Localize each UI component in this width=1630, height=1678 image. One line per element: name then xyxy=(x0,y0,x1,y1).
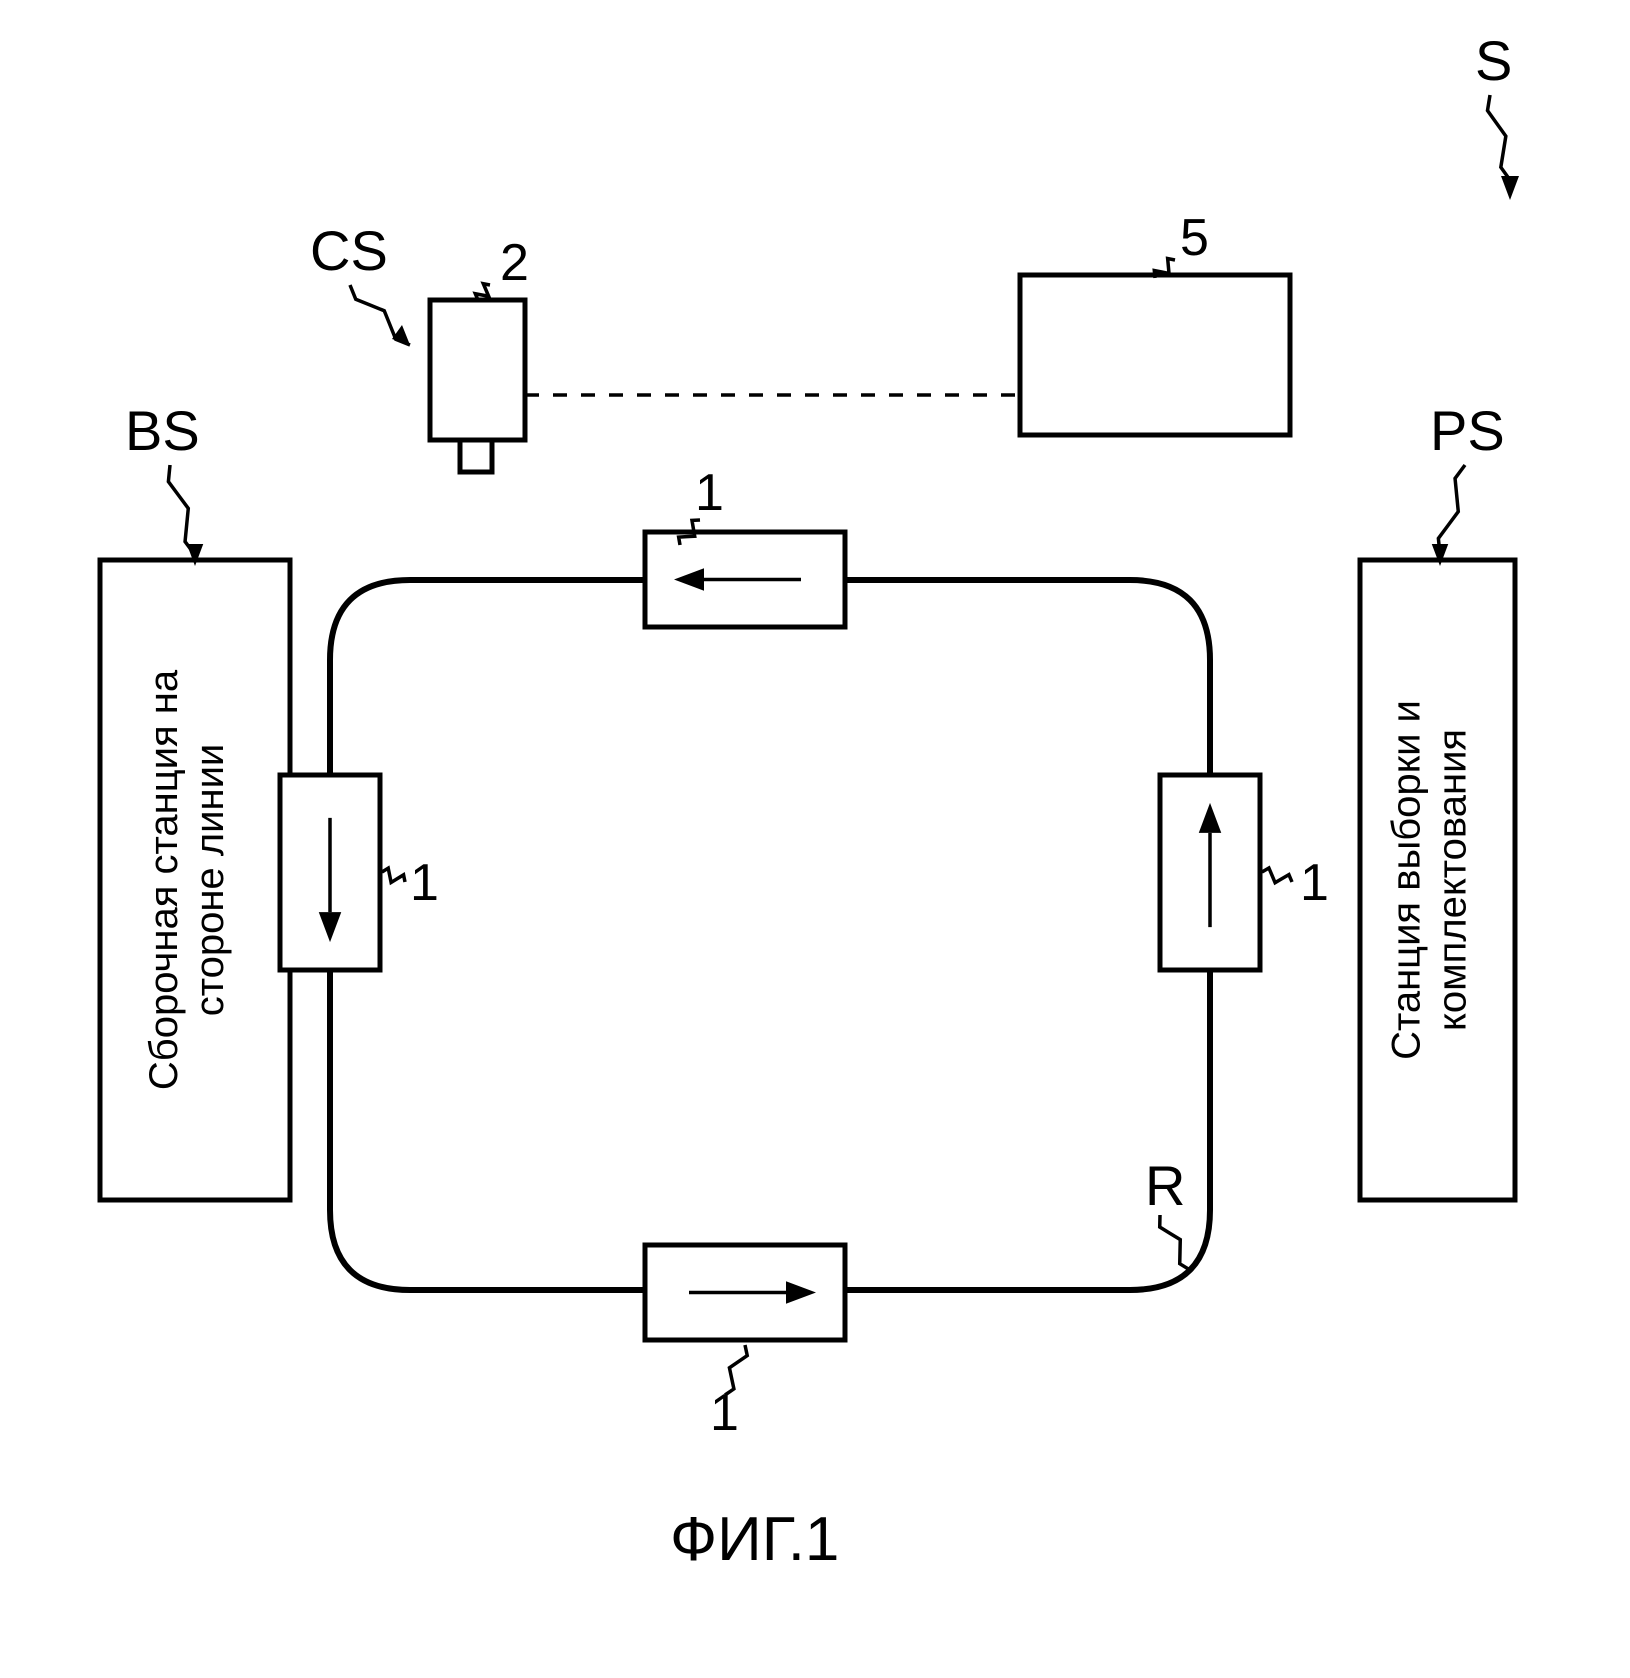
figure-label: ФИГ.1 xyxy=(670,1505,839,1574)
leader-squiggle xyxy=(1438,465,1465,555)
label-PS: PS xyxy=(1430,399,1505,462)
label-1-right: 1 xyxy=(1300,854,1329,912)
leader-squiggle xyxy=(382,868,405,882)
box-5 xyxy=(1020,275,1290,435)
loop-track xyxy=(330,580,1210,1290)
cs2-box xyxy=(430,300,525,440)
label-CS: CS xyxy=(310,219,388,282)
ps-station-text-line1: Станция выборки и xyxy=(1385,700,1429,1060)
bs-station-text-line2: стороне линии xyxy=(188,744,232,1017)
label-1-left: 1 xyxy=(410,854,439,912)
label-S: S xyxy=(1475,29,1512,92)
label-2: 2 xyxy=(500,234,529,292)
arrowhead xyxy=(1501,176,1519,200)
leader-squiggle xyxy=(1160,1215,1190,1270)
leader-squiggle xyxy=(1487,95,1510,180)
label-5: 5 xyxy=(1180,209,1209,267)
label-BS: BS xyxy=(125,399,200,462)
label-R: R xyxy=(1145,1154,1185,1217)
label-1-top: 1 xyxy=(695,464,724,522)
label-1-bottom: 1 xyxy=(710,1384,739,1442)
cs2-tab xyxy=(460,440,492,472)
ps-station-text-line2: комплектования xyxy=(1431,729,1475,1031)
leader-squiggle xyxy=(1262,868,1292,883)
bs-station-text-line1: Сборочная станция на xyxy=(142,669,186,1090)
leader-squiggle xyxy=(168,465,195,555)
